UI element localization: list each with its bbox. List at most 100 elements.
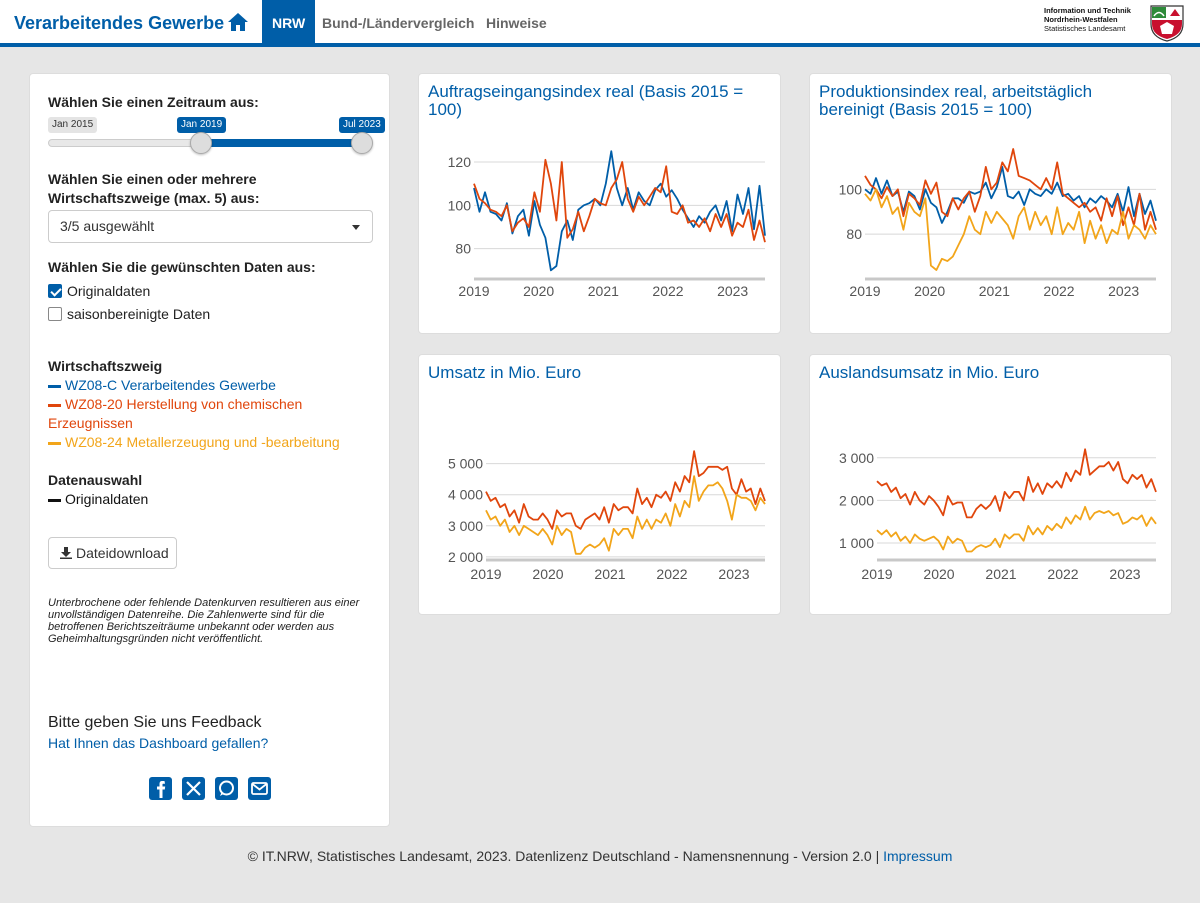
slider-min-label: Jan 2015 <box>48 117 98 133</box>
chart-title: Auslandsumsatz in Mio. Euro <box>819 363 1040 382</box>
logo-line-3: Statistisches Landesamt <box>1044 24 1126 33</box>
legend-label: WZ08-C Verarbeitendes Gewerbe <box>65 377 276 393</box>
chart-produktion[interactable]: 80 100 2019 2020 2021 2022 2023 <box>810 74 1173 335</box>
checkbox-originaldaten[interactable]: Originaldaten <box>48 283 150 299</box>
chart-card-auftragseingang: Auftragseingangsindex real (Basis 2015 =… <box>418 73 781 334</box>
data-label: Wählen Sie die gewünschten Daten aus: <box>48 259 316 275</box>
chart-title: Auftragseingangsindex real (Basis 2015 =… <box>428 82 744 119</box>
x-tick-label: 2023 <box>718 566 749 582</box>
app-title[interactable]: Verarbeitendes Gewerbe <box>14 13 225 33</box>
x-tick-label: 2023 <box>1109 566 1140 582</box>
data-selection-title: Datenauswahl <box>48 472 143 488</box>
feedback-link[interactable]: Hat Ihnen das Dashboard gefallen? <box>48 735 269 751</box>
y-tick-label: 2 000 <box>448 549 483 565</box>
download-button-label: Dateidownload <box>76 545 169 561</box>
period-slider-range <box>201 139 362 147</box>
chart-title: Produktionsindex real, arbeitstäglich be… <box>819 82 1093 119</box>
x-tick-label: 2022 <box>1047 566 1078 582</box>
chart-card-produktion: Produktionsindex real, arbeitstäglich be… <box>809 73 1172 334</box>
legend-line-icon <box>48 441 61 445</box>
checkbox-checked-icon[interactable] <box>48 284 62 298</box>
home-icon[interactable] <box>227 12 249 32</box>
footer: © IT.NRW, Statistisches Landesamt, 2023.… <box>0 848 1200 864</box>
x-tick-label: 2023 <box>1108 283 1139 299</box>
x-tick-label: 2021 <box>985 566 1016 582</box>
checkbox-label: saisonbereinigte Daten <box>67 306 211 322</box>
legend-item-wz08-c: WZ08-C Verarbeitendes Gewerbe <box>48 376 368 395</box>
nrw-crest-icon <box>1150 5 1184 42</box>
legend-line-icon <box>48 403 61 407</box>
y-tick-label: 5 000 <box>448 456 483 472</box>
x-tick-label: 2021 <box>588 283 619 299</box>
footer-text: © IT.NRW, Statistisches Landesamt, 2023.… <box>247 848 880 864</box>
y-tick-label: 100 <box>448 197 472 213</box>
slider-handle-from[interactable] <box>190 132 212 154</box>
legend-label: WZ08-24 Metallerzeugung und -bearbeitung <box>65 434 340 450</box>
tab-nrw[interactable]: NRW <box>262 0 316 47</box>
y-tick-label: 80 <box>846 226 862 242</box>
legend-item-wz08-24: WZ08-24 Metallerzeugung und -bearbeitung <box>48 433 368 452</box>
x-tick-label: 2019 <box>849 283 880 299</box>
legend-line-icon <box>48 384 61 388</box>
period-label: Wählen Sie einen Zeitraum aus: <box>48 94 259 110</box>
download-button[interactable]: Dateidownload <box>48 537 177 569</box>
slider-handle-to[interactable] <box>351 132 373 154</box>
checkbox-label: Originaldaten <box>67 283 151 299</box>
chart-title: Umsatz in Mio. Euro <box>428 363 582 382</box>
x-tick-label: 2023 <box>717 283 748 299</box>
y-tick-label: 4 000 <box>448 487 483 503</box>
data-selection-label: Originaldaten <box>65 491 149 507</box>
impressum-link[interactable]: Impressum <box>883 848 953 864</box>
legend-line-icon <box>48 498 61 502</box>
chart-umsatz[interactable]: 2 000 3 000 4 000 5 000 2019 2020 2021 2022 2023 <box>419 355 782 616</box>
slider-from-label: Jan 2019 <box>177 117 227 133</box>
chart-auslandsumsatz[interactable]: 1 000 2 000 3 000 2019 2020 2021 2022 2023 <box>810 355 1173 616</box>
checkbox-saisonbereinigt[interactable]: saisonbereinigte Daten <box>48 306 210 322</box>
x-tick-label: 2019 <box>458 283 489 299</box>
series-line-wz08-24 <box>864 188 1157 271</box>
slider-to-label: Jul 2023 <box>339 117 385 133</box>
legend-item-wz08-20: WZ08-20 Herstellung von chemischen Erzeu… <box>48 395 368 433</box>
filter-sidebar: Wählen Sie einen Zeitraum aus: Jan 2015 … <box>29 73 390 827</box>
legend-title: Wirtschaftszweig <box>48 358 163 374</box>
x-tick-label: 2022 <box>652 283 683 299</box>
x-tick-label: 2020 <box>523 283 554 299</box>
sector-select[interactable]: 3/5 ausgewählt <box>48 210 373 243</box>
tab-hinweise[interactable]: Hinweise <box>486 15 547 31</box>
series-line-wz08-20 <box>473 158 766 243</box>
download-icon <box>60 547 72 559</box>
chart-card-umsatz: Umsatz in Mio. Euro 2 000 3 000 4 000 5 000… <box>418 354 781 615</box>
series-line-wz08-c <box>473 150 766 272</box>
itnrw-logo-text: Information und Technik Nordrhein-Westfa… <box>1044 6 1131 33</box>
x-tick-label: 2022 <box>1043 283 1074 299</box>
x-icon[interactable] <box>182 777 205 800</box>
y-tick-label: 3 000 <box>448 518 483 534</box>
y-tick-label: 1 000 <box>839 535 874 551</box>
y-tick-label: 100 <box>839 181 863 197</box>
chart-card-auslandsumsatz: Auslandsumsatz in Mio. Euro 1 000 2 000 3 … <box>809 354 1172 615</box>
x-tick-label: 2019 <box>861 566 892 582</box>
y-tick-label: 120 <box>448 154 472 170</box>
mail-icon[interactable] <box>248 777 271 800</box>
y-tick-label: 2 000 <box>839 492 874 508</box>
caret-down-icon <box>352 225 360 230</box>
series-line-wz08-24 <box>485 475 766 555</box>
tab-bund-laendervergleich[interactable]: Bund-/Ländervergleich <box>322 15 475 31</box>
y-tick-label: 80 <box>455 241 471 257</box>
whatsapp-icon[interactable] <box>215 777 238 800</box>
chart-auftragseingang[interactable]: 80 100 120 2019 2020 2021 2022 2023 <box>419 74 782 335</box>
data-note: Unterbrochene oder fehlende Datenkurven … <box>48 597 360 645</box>
x-tick-label: 2022 <box>656 566 687 582</box>
series-line-wz08-24 <box>876 505 1157 553</box>
checkbox-unchecked-icon[interactable] <box>48 307 62 321</box>
x-tick-label: 2021 <box>979 283 1010 299</box>
x-tick-label: 2021 <box>594 566 625 582</box>
facebook-icon[interactable] <box>149 777 172 800</box>
x-tick-label: 2020 <box>923 566 954 582</box>
top-navbar: Verarbeitendes Gewerbe NRW Bund-/Länderv… <box>0 0 1200 47</box>
logo-line-1: Information und Technik <box>1044 6 1131 15</box>
sector-label: Wählen Sie einen oder mehrere Wirtschaft… <box>48 171 260 206</box>
feedback-title: Bitte geben Sie uns Feedback <box>48 714 262 731</box>
logo-line-2: Nordrhein-Westfalen <box>1044 15 1118 24</box>
series-line-wz08-20 <box>864 148 1157 231</box>
